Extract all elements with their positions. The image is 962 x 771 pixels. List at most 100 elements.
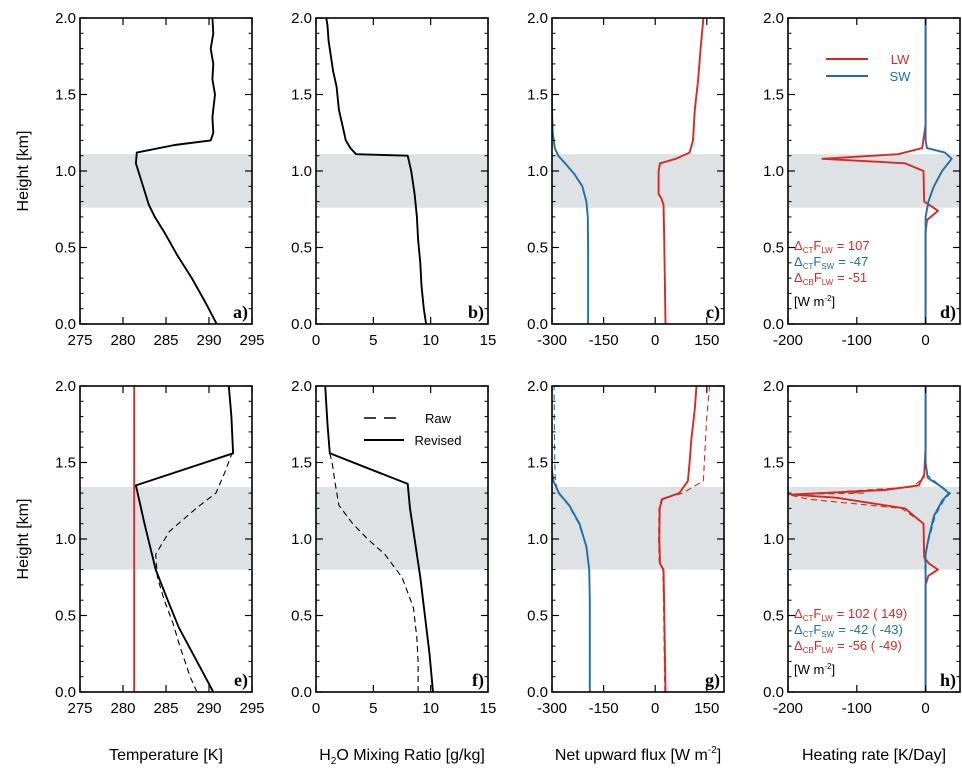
flux-annotations: ΔCTFLW = 102 ( 149)ΔCTFSW = -42 ( -43)ΔCBF…: [794, 606, 907, 677]
x-axis-label: H2O Mixing Ratio [g/kg]: [319, 747, 485, 767]
y-tick-label: 1.5: [291, 455, 312, 472]
y-tick-label: 1.0: [55, 531, 76, 548]
series-line-black-solid: [134, 386, 235, 692]
x-tick-label: 5: [369, 332, 377, 349]
series-line-lw-solid: [658, 386, 698, 692]
cloud-layer-band: [80, 486, 252, 570]
y-tick-label: 2.0: [527, 10, 548, 27]
legend: Raw Revised: [364, 411, 461, 448]
y-tick-label: 2.0: [527, 378, 548, 395]
series-line-sw-dashed: [925, 386, 951, 692]
y-axis-label: Height [km]: [15, 131, 32, 212]
y-tick-label: 0.0: [291, 316, 312, 333]
series-line-sw-solid: [924, 18, 953, 324]
x-tick-label: 0: [921, 700, 929, 717]
unit-label: [W m-2]: [794, 294, 835, 309]
cloud-layer-band: [316, 486, 488, 570]
panel-label: f): [472, 670, 484, 691]
y-tick-label: 0.5: [527, 240, 548, 257]
panel-a: 0.0 0.5 1.0 1.5 2.0 275 280 285 290 295 a) Height […: [15, 10, 265, 349]
legend-label: LW: [891, 52, 910, 67]
series-line-black-solid: [325, 18, 428, 324]
y-tick-label: 2.0: [291, 378, 312, 395]
legend: LW SW: [826, 52, 911, 84]
cloud-layer-band: [552, 154, 724, 208]
y-tick-label: 1.0: [291, 531, 312, 548]
legend-label: Revised: [415, 433, 462, 448]
x-axis-label: Net upward flux [W m-2]: [555, 745, 721, 764]
x-axis-label: Temperature [K]: [109, 747, 223, 764]
y-tick-label: 1.0: [527, 163, 548, 180]
y-tick-label: 1.5: [55, 87, 76, 104]
y-tick-label: 1.0: [291, 163, 312, 180]
x-tick-label: 0: [312, 332, 320, 349]
flux-annotation: ΔCTFSW = -47: [794, 254, 868, 271]
x-tick-label: 0: [651, 700, 659, 717]
x-tick-label: 280: [110, 332, 135, 349]
y-tick-label: 1.0: [763, 531, 784, 548]
x-tick-label: 15: [480, 700, 497, 717]
y-tick-label: 0.5: [55, 608, 76, 625]
x-tick-label: 290: [196, 332, 221, 349]
cloud-layer-band: [316, 154, 488, 208]
panel-b: 0.0 0.5 1.0 1.5 2.0 0 5 10 15 b): [291, 10, 496, 349]
x-tick-label: 275: [67, 700, 92, 717]
y-tick-label: 2.0: [291, 10, 312, 27]
y-tick-label: 0.5: [291, 608, 312, 625]
y-tick-label: 1.0: [55, 163, 76, 180]
x-tick-label: 150: [694, 700, 719, 717]
panel-g: 0.0 0.5 1.0 1.5 2.0 -300 -150 0 150 g) Net upward …: [527, 378, 725, 764]
x-tick-label: -150: [589, 700, 619, 717]
x-tick-label: 15: [480, 332, 497, 349]
x-tick-label: 285: [153, 332, 178, 349]
panel-e: 0.0 0.5 1.0 1.5 2.0 275 280 285 290 295 e) Height […: [15, 378, 265, 764]
series-line-black-solid: [324, 386, 434, 692]
x-tick-label: 10: [422, 332, 439, 349]
x-tick-label: -300: [537, 700, 567, 717]
panel-label: g): [705, 670, 720, 691]
series-line-lw-dashed: [658, 386, 711, 692]
flux-annotation: ΔCBFLW = -56 ( -49): [794, 638, 902, 655]
series-line-lw-solid: [657, 18, 705, 324]
y-tick-label: 0.0: [55, 684, 76, 701]
y-tick-label: 0.5: [527, 608, 548, 625]
legend-label: Raw: [425, 411, 452, 426]
series-line-lw-solid: [821, 18, 939, 324]
x-tick-label: -100: [842, 700, 872, 717]
y-tick-label: 0.0: [527, 684, 548, 701]
x-tick-label: -200: [773, 332, 803, 349]
y-tick-label: 1.5: [763, 87, 784, 104]
flux-annotation: ΔCTFLW = 107: [794, 238, 870, 255]
panel-label: d): [940, 302, 956, 323]
y-tick-label: 2.0: [55, 378, 76, 395]
cloud-layer-band: [552, 486, 724, 570]
series-line-sw-dashed: [553, 386, 591, 692]
flux-annotation: ΔCBFLW = -51: [794, 270, 867, 287]
series-line-black-dashed: [155, 454, 232, 692]
x-tick-label: 5: [369, 700, 377, 717]
cloud-layer-band: [788, 154, 960, 208]
y-tick-label: 0.0: [763, 684, 784, 701]
x-axis-label: Heating rate [K/Day]: [802, 747, 946, 764]
x-tick-label: 10: [422, 700, 439, 717]
panel-f: 0.0 0.5 1.0 1.5 2.0 0 5 10 15 f) H2O Mixing Ratio …: [291, 378, 496, 767]
y-tick-label: 1.5: [527, 455, 548, 472]
panel-label: h): [940, 670, 956, 691]
y-axis-label: Height [km]: [15, 499, 32, 580]
series-line-lw-solid: [790, 386, 939, 692]
x-tick-label: 295: [239, 700, 264, 717]
y-tick-label: 2.0: [55, 10, 76, 27]
x-tick-label: -300: [537, 332, 567, 349]
x-tick-label: 275: [67, 332, 92, 349]
x-tick-label: -100: [842, 332, 872, 349]
x-tick-label: -150: [589, 332, 619, 349]
legend-label: SW: [890, 69, 912, 84]
x-tick-label: 285: [153, 700, 178, 717]
y-tick-label: 0.5: [55, 240, 76, 257]
y-tick-label: 1.0: [527, 531, 548, 548]
x-tick-label: -200: [773, 700, 803, 717]
y-tick-label: 2.0: [763, 10, 784, 27]
y-tick-label: 0.5: [763, 240, 784, 257]
